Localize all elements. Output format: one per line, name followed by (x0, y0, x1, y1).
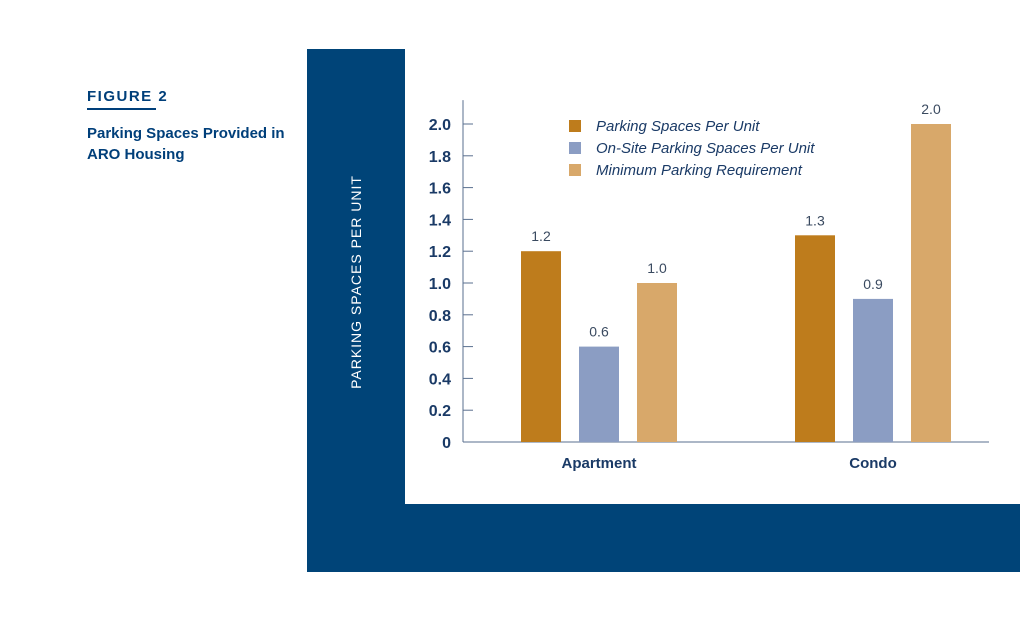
bar (853, 298, 893, 442)
y-tick-label: 0 (442, 435, 451, 452)
y-tick-label: 1.6 (429, 181, 451, 198)
bar (795, 235, 835, 442)
figure-label: FIGURE 2 (87, 88, 169, 105)
y-tick-label: 0.6 (429, 340, 451, 357)
bar-value-label: 1.3 (805, 212, 825, 228)
y-tick-label: 1.2 (429, 244, 451, 261)
y-tick-label: 0.4 (429, 371, 451, 388)
bar-value-label: 0.9 (863, 276, 883, 292)
y-tick-label: 0.8 (429, 308, 451, 325)
legend-swatch (569, 164, 581, 176)
y-tick-label: 2.0 (429, 117, 451, 134)
bar (637, 283, 677, 442)
figure-caption: Parking Spaces Provided in ARO Housing (87, 125, 285, 163)
bar-value-label: 0.6 (589, 324, 609, 340)
y-tick-label: 0.2 (429, 403, 451, 420)
bar-value-label: 1.0 (647, 260, 667, 276)
bar (521, 251, 561, 442)
legend-label: Minimum Parking Requirement (596, 162, 803, 179)
bar (579, 346, 619, 442)
legend-swatch (569, 120, 581, 132)
figure-label-underline (87, 108, 156, 110)
legend-label: Parking Spaces Per Unit (596, 118, 760, 135)
x-tick-label: Condo (849, 455, 896, 472)
legend-label: On-Site Parking Spaces Per Unit (596, 140, 815, 157)
y-tick-label: 1.8 (429, 149, 451, 166)
bar-value-label: 1.2 (531, 228, 551, 244)
y-tick-label: 1.0 (429, 276, 451, 293)
bar (911, 124, 951, 442)
legend-swatch (569, 142, 581, 154)
y-tick-label: 1.4 (429, 212, 451, 229)
x-tick-label: Apartment (561, 455, 636, 472)
bar-value-label: 2.0 (921, 101, 941, 117)
